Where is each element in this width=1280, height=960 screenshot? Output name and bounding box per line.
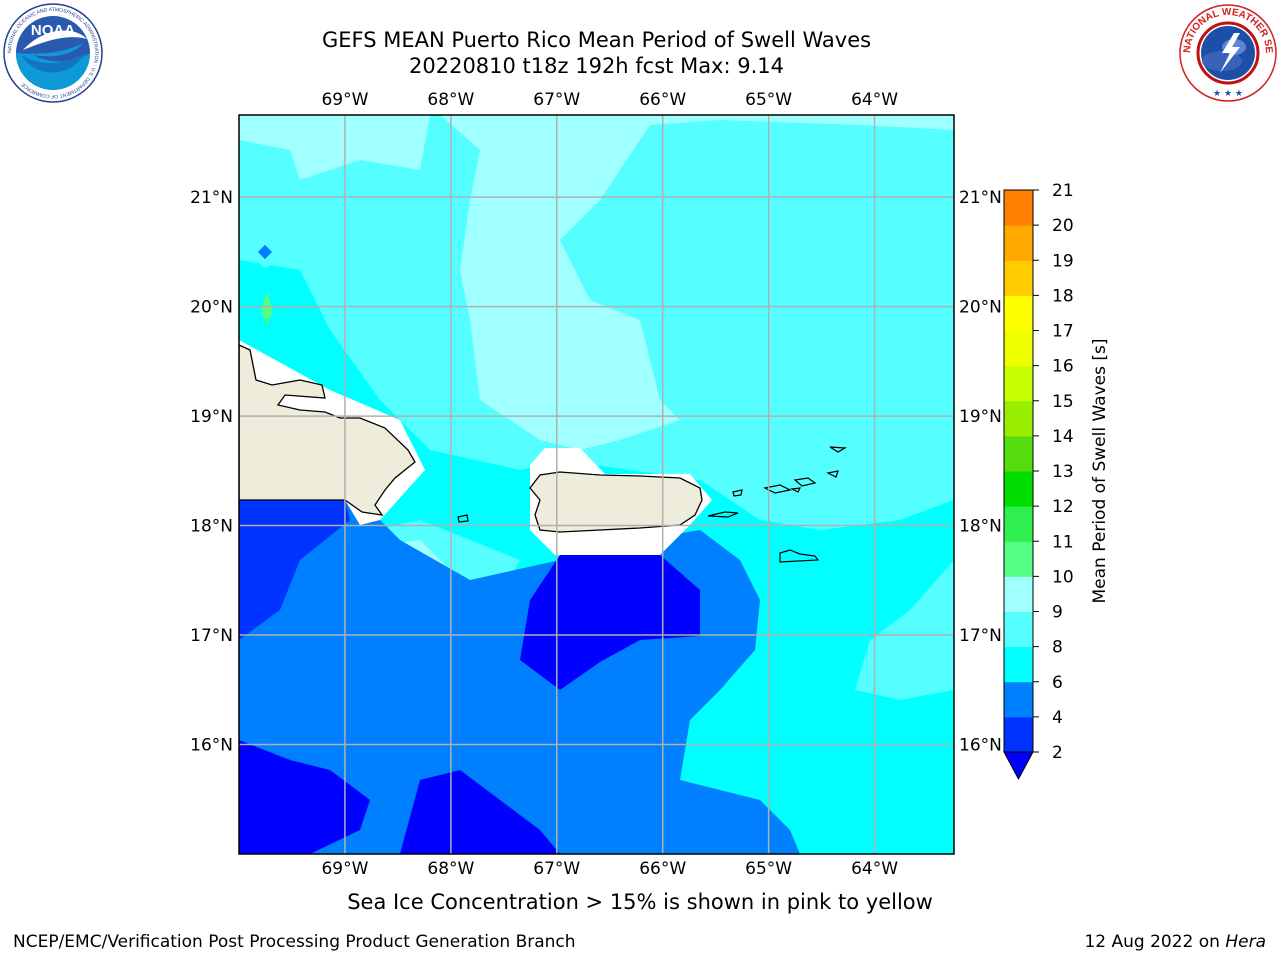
footer-date-text: 12 Aug 2022 on: [1084, 932, 1220, 952]
colorbar-tick-label: 6: [1052, 673, 1063, 693]
colorbar-tick-label: 14: [1052, 427, 1074, 447]
lat-label-left: 18°N: [190, 517, 233, 537]
noaa-logo: NOAA NATIONAL OCEANIC AND ATMOSPHERIC AD…: [3, 3, 103, 103]
colorbar-segment: [1004, 716, 1033, 753]
lon-label-bottom: 69°W: [321, 859, 368, 879]
st-john-island: [789, 487, 802, 493]
colorbar-segment: [1004, 541, 1033, 577]
lat-label-left: 20°N: [190, 298, 233, 318]
anegada-island: [829, 446, 848, 453]
lat-label-right: 18°N: [959, 517, 1002, 537]
colorbar-tick-label: 9: [1052, 603, 1063, 623]
st-thomas-island: [763, 484, 792, 494]
lon-label-top: 65°W: [745, 90, 792, 110]
colorbar-segment: [1004, 260, 1033, 296]
colorbar-segment: [1004, 681, 1033, 718]
tortola-island: [793, 477, 817, 487]
colorbar-segment: [1004, 611, 1033, 648]
lon-label-top: 67°W: [533, 90, 580, 110]
colorbar-tick-label: 18: [1052, 286, 1074, 306]
band-0-2-south: [400, 770, 560, 854]
lat-label-right: 21°N: [959, 188, 1002, 208]
band-0-2-sw: [239, 740, 370, 854]
colorbar-tick-label: 13: [1052, 462, 1074, 482]
lat-label-left: 21°N: [190, 188, 233, 208]
lat-label-right: 17°N: [959, 626, 1002, 646]
colorbar-tick-label: 17: [1052, 322, 1074, 342]
footer-date: 12 Aug 2022 on Hera: [1084, 932, 1266, 952]
lat-label-right: 20°N: [959, 298, 1002, 318]
colorbar-segment: [1004, 471, 1033, 507]
colorbar-tick-label: 11: [1052, 532, 1074, 552]
lat-label-left: 19°N: [190, 407, 233, 427]
mona-island: [457, 514, 469, 523]
colorbar-segment: [1004, 330, 1033, 367]
footer-host: Hera: [1225, 932, 1266, 952]
sea-ice-note: Sea Ice Concentration > 15% is shown in …: [347, 890, 933, 914]
colorbar-segment: [1004, 646, 1033, 683]
colorbar-segment: [1004, 435, 1033, 472]
colorbar-label: Mean Period of Swell Waves [s]: [1090, 339, 1110, 604]
puerto-rico-land: [529, 471, 703, 533]
svg-text:NOAA: NOAA: [31, 22, 75, 39]
axis-labels: 69°W 69°W 68°W 68°W 67°W 67°W 66°W 66°W 65°W 65°W…: [190, 90, 1002, 879]
map-field: [239, 115, 954, 854]
svg-text:★ ★ ★: ★ ★ ★: [1213, 89, 1243, 99]
colorbar-segment: [1004, 506, 1033, 542]
map-frame: [238, 114, 955, 855]
colorbar-tick-label: 19: [1052, 251, 1074, 271]
colorbar-tick-label: 21: [1052, 181, 1074, 201]
hispaniola-land: [239, 344, 416, 516]
lon-label-top: 64°W: [851, 90, 898, 110]
band-8-9-nw: [239, 115, 430, 180]
colorbar-segment: [1004, 576, 1033, 612]
lat-label-right: 19°N: [959, 407, 1002, 427]
lon-label-bottom: 66°W: [639, 859, 686, 879]
colorbar-tick-label: 16: [1052, 357, 1074, 377]
colorbar-tick-label: 12: [1052, 497, 1074, 517]
colorbar-tick-label: 20: [1052, 216, 1074, 236]
small-feature: [261, 292, 273, 326]
graticule: [239, 115, 954, 854]
band-0-2-west: [239, 500, 350, 640]
colorbar-tick-label: 10: [1052, 567, 1074, 587]
vieques-island: [707, 511, 739, 518]
colorbar-segment: [1004, 365, 1033, 402]
nws-logo: NATIONAL WEATHER SERVICE ★ ★ ★: [1178, 3, 1277, 102]
small-feature: [257, 244, 273, 260]
colorbar-segment: [1004, 190, 1033, 226]
lon-label-bottom: 65°W: [745, 859, 792, 879]
colorbar-tick-label: 15: [1052, 392, 1074, 412]
colorbar: 2 4 6 8 9 10 11 12 13 14 15 16 17 18 19 20 21: [1003, 181, 1074, 781]
footer-credit: NCEP/EMC/Verification Post Processing Pr…: [13, 932, 576, 952]
band-0-2-center: [520, 555, 700, 690]
lon-label-top: 69°W: [321, 90, 368, 110]
band-8-9-central: [440, 115, 954, 450]
colorbar-tick-label: 2: [1052, 743, 1063, 763]
map-title-line-2: 20220810 t18z 192h fcst Max: 9.14: [409, 54, 784, 78]
lon-label-bottom: 68°W: [427, 859, 474, 879]
lat-label-left: 17°N: [190, 626, 233, 646]
band-6-8-east: [855, 560, 954, 700]
culebra-island: [732, 489, 743, 497]
lon-label-top: 68°W: [427, 90, 474, 110]
colorbar-tick-label: 4: [1052, 708, 1063, 728]
colorbar-segment: [1004, 295, 1033, 331]
lon-label-top: 66°W: [639, 90, 686, 110]
lat-label-right: 16°N: [959, 736, 1002, 756]
virgin-gorda-island: [826, 470, 839, 478]
st-croix-island: [779, 549, 820, 563]
lon-label-bottom: 67°W: [533, 859, 580, 879]
colorbar-extend-arrow: [1003, 751, 1034, 781]
colorbar-segment: [1004, 225, 1033, 261]
map-title-line-1: GEFS MEAN Puerto Rico Mean Period of Swe…: [321, 28, 872, 52]
colorbar-segment: [1004, 400, 1033, 437]
lon-label-bottom: 64°W: [851, 859, 898, 879]
lat-label-left: 16°N: [190, 736, 233, 756]
colorbar-tick-label: 8: [1052, 638, 1063, 658]
